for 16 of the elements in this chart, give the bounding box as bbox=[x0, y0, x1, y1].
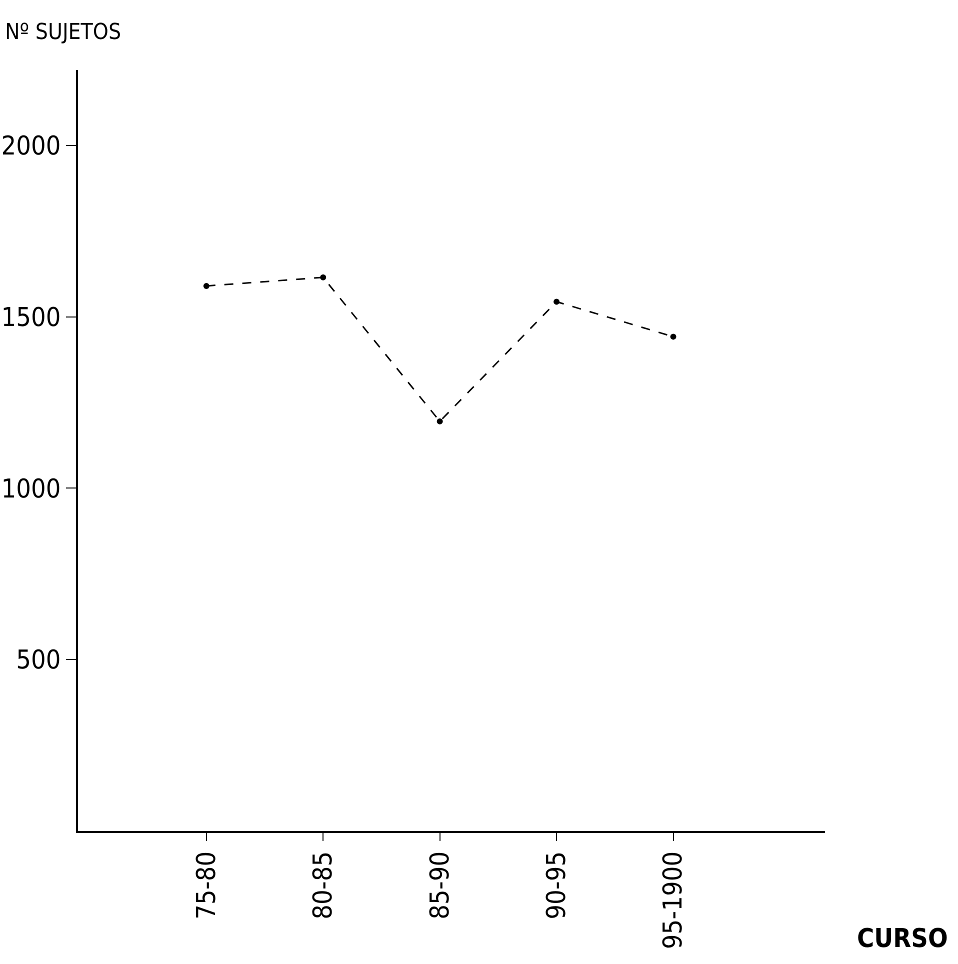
x-tick-label: 80-85 bbox=[308, 851, 339, 920]
y-tick-label: 1000 bbox=[1, 474, 61, 504]
x-tick-label: 95-1900 bbox=[658, 851, 689, 950]
x-tick-label: 75-80 bbox=[192, 851, 222, 920]
y-tick-label: 2000 bbox=[1, 132, 61, 162]
y-tick-label: 500 bbox=[16, 646, 61, 676]
point bbox=[436, 418, 443, 424]
point bbox=[554, 298, 560, 305]
point bbox=[203, 282, 210, 289]
x-tick-label: 90-95 bbox=[542, 851, 572, 920]
y-tick-label: 1500 bbox=[1, 302, 61, 333]
point bbox=[670, 334, 676, 340]
x-axis-title: CURSO bbox=[857, 924, 948, 954]
point bbox=[320, 274, 326, 280]
y-axis-title: Nº SUJETOS bbox=[5, 20, 122, 45]
x-tick-label: 85-90 bbox=[425, 851, 456, 920]
